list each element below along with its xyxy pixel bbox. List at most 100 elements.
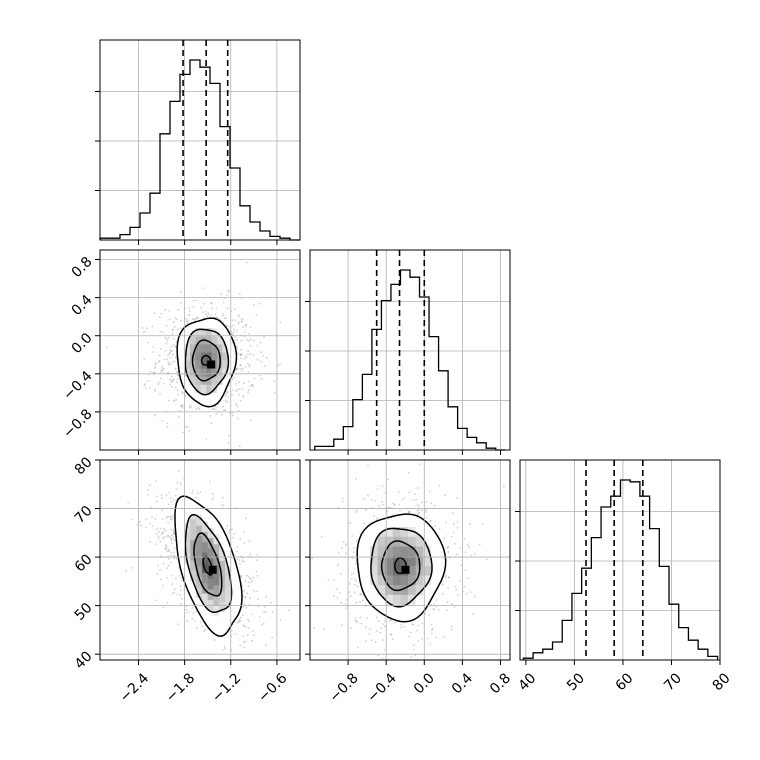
- contour-p0-p2-point: [167, 503, 170, 506]
- contour-p1-p2-density-cell: [392, 595, 401, 605]
- contour-p0-p2-point: [248, 620, 250, 622]
- contour-p0-p1-point: [147, 379, 150, 382]
- contour-p1-p2-point: [446, 609, 449, 611]
- contour-p0-p1-point: [215, 316, 218, 318]
- contour-p1-p2-point: [447, 551, 450, 554]
- contour-p1-p2-point: [356, 509, 358, 512]
- contour-p0-p1-point: [252, 354, 255, 356]
- contour-p0-p1-point: [264, 365, 266, 367]
- contour-p0-p2-point: [173, 557, 175, 559]
- contour-p0-p1-point: [256, 344, 259, 347]
- contour-p0-p2-point: [166, 577, 168, 579]
- contour-p0-p1-point: [249, 419, 252, 422]
- contour-p0-p2-density-cell: [196, 577, 202, 588]
- contour-p0-p2-point: [191, 617, 194, 620]
- contour-p0-p2-point: [160, 578, 162, 581]
- contour-p0-p2-density-cell: [196, 566, 202, 578]
- contour-p0-p2-density-cell: [213, 554, 220, 565]
- contour-p0-p2-density-cell: [225, 597, 231, 609]
- contour-p0-p2-point: [148, 484, 151, 487]
- contour-p1-p2-point: [429, 643, 432, 646]
- contour-p0-p1-point: [232, 324, 234, 327]
- contour-p0-p2-point: [192, 612, 195, 614]
- contour-p0-p1-point: [224, 399, 227, 402]
- contour-p0-p2-point: [166, 535, 169, 537]
- contour-p1-p2-point: [382, 503, 384, 506]
- contour-p0-p2-ytick-label-1: 50: [72, 600, 96, 624]
- contour-p0-p1-point: [146, 327, 149, 329]
- contour-p1-p2-point: [421, 622, 424, 625]
- contour-p0-p1-point: [238, 393, 241, 396]
- contour-p0-p1-point: [154, 413, 156, 416]
- contour-p1-p2-density-cell: [423, 556, 431, 566]
- contour-p0-p2-point: [248, 576, 250, 579]
- contour-p1-p2-point: [448, 576, 450, 579]
- contour-p0-p2-point: [264, 643, 267, 646]
- contour-p0-p1-point: [174, 386, 177, 389]
- contour-p1-p2-density-cell: [408, 536, 416, 547]
- contour-p0-p1-point: [178, 409, 181, 412]
- contour-p0-p2-point: [170, 561, 173, 564]
- contour-p0-p1-point: [154, 388, 157, 391]
- contour-p1-p2-point: [430, 502, 432, 505]
- contour-p0-p1-point: [240, 339, 243, 342]
- contour-p0-p1-point: [168, 310, 171, 312]
- contour-p0-p1-point: [176, 373, 179, 376]
- contour-p0-p2-point: [242, 606, 244, 608]
- contour-p1-p2-point: [381, 500, 384, 503]
- contour-p0-p1-point: [188, 306, 191, 309]
- contour-p0-p2-plot-area: [125, 470, 290, 660]
- contour-p0-p1-point: [260, 378, 263, 380]
- contour-p0-p1-point: [211, 307, 213, 310]
- contour-p0-p1-point: [163, 358, 166, 361]
- contour-p0-p2-density-cell: [201, 531, 208, 543]
- contour-p0-p2-point: [170, 534, 173, 537]
- contour-p1-p2-point: [481, 522, 484, 525]
- contour-p0-p1-point: [212, 408, 214, 410]
- contour-p1-p2-point: [412, 644, 415, 647]
- contour-p0-p1-point: [188, 406, 191, 409]
- contour-p0-p2-point: [178, 575, 181, 578]
- hist-p0-frame: [99, 39, 301, 241]
- contour-p0-p2-density-cell: [184, 544, 191, 555]
- contour-p0-p2-point: [231, 528, 233, 530]
- contour-p1-p2-point: [443, 537, 446, 540]
- contour-p0-p2-point: [236, 550, 238, 553]
- contour-p0-p1-point: [169, 383, 172, 386]
- contour-p0-p2-point: [255, 570, 258, 573]
- contour-p0-p2-point: [245, 574, 248, 577]
- contour-p0-p2-contour-2: [193, 532, 223, 597]
- contour-p0-p2-point: [167, 564, 170, 567]
- contour-p0-p1-point: [235, 367, 237, 370]
- contour-p0-p1-point: [179, 327, 182, 330]
- contour-p0-p1-point: [245, 324, 248, 327]
- contour-p0-p1-density-cell: [206, 328, 212, 337]
- contour-p0-p1-point: [239, 368, 242, 370]
- contour-p0-p2-point: [239, 616, 242, 619]
- contour-p0-p2-point: [151, 525, 154, 528]
- contour-p0-p1-point: [239, 353, 242, 356]
- contour-p0-p2-point: [248, 627, 250, 629]
- contour-p1-p2-point: [354, 511, 357, 513]
- hist-p1-frame: [309, 249, 511, 451]
- contour-p0-p1-point: [177, 374, 179, 377]
- contour-p1-p2-point: [400, 624, 403, 626]
- contour-p0-p1-point: [220, 413, 223, 416]
- contour-p0-p1-point: [243, 382, 246, 384]
- contour-p0-p2-point: [247, 585, 250, 587]
- contour-p0-p1-point: [233, 376, 236, 379]
- contour-p1-p2-density-cell: [385, 527, 393, 537]
- contour-p0-p1-point: [241, 367, 244, 370]
- contour-p0-p2-point: [170, 528, 173, 531]
- contour-p0-p2-point: [172, 499, 175, 501]
- contour-p0-p1-point: [239, 364, 242, 367]
- contour-p1-p2-point: [446, 601, 449, 603]
- contour-p0-p2-point: [222, 496, 224, 499]
- contour-p0-p1-point: [249, 326, 252, 328]
- contour-p0-p1-density-cell: [195, 384, 201, 393]
- contour-p0-p1-point: [246, 339, 249, 341]
- contour-p0-p2-point: [261, 624, 263, 626]
- contour-p0-p2-density-cell: [184, 523, 191, 534]
- contour-p0-p1-point: [168, 336, 170, 339]
- contour-p0-p2-point: [165, 546, 168, 548]
